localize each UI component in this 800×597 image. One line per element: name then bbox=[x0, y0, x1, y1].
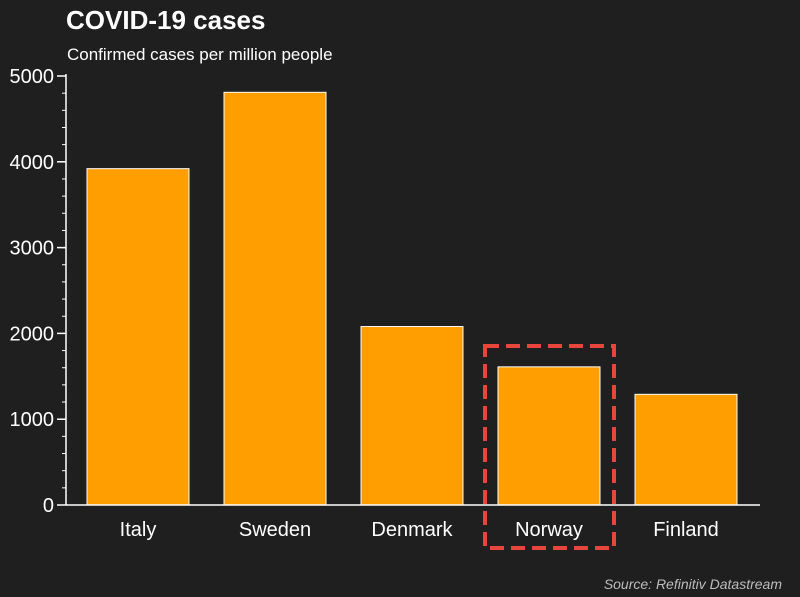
y-tick-label: 3000 bbox=[10, 238, 55, 260]
bar-italy bbox=[86, 168, 190, 506]
y-tick-label: 1000 bbox=[10, 409, 55, 431]
x-tick-label: Denmark bbox=[371, 519, 453, 541]
bar-norway bbox=[497, 366, 601, 506]
y-tick-label: 2000 bbox=[10, 323, 55, 345]
y-tick-label: 5000 bbox=[10, 66, 55, 88]
bar-finland bbox=[634, 393, 738, 506]
y-tick-label: 4000 bbox=[10, 152, 55, 174]
bar-denmark bbox=[360, 326, 464, 506]
x-tick-label: Italy bbox=[120, 519, 157, 541]
y-tick-label: 0 bbox=[43, 495, 54, 517]
x-tick-label: Norway bbox=[515, 519, 583, 541]
source-note: Source: Refinitiv Datastream bbox=[603, 576, 782, 592]
x-tick-label: Sweden bbox=[239, 519, 311, 541]
chart-title: COVID-19 cases bbox=[66, 5, 266, 35]
highlight-box bbox=[483, 344, 616, 550]
x-tick-label: Finland bbox=[653, 519, 719, 541]
bar-sweden bbox=[223, 91, 327, 506]
chart-subtitle: Confirmed cases per million people bbox=[67, 45, 333, 64]
